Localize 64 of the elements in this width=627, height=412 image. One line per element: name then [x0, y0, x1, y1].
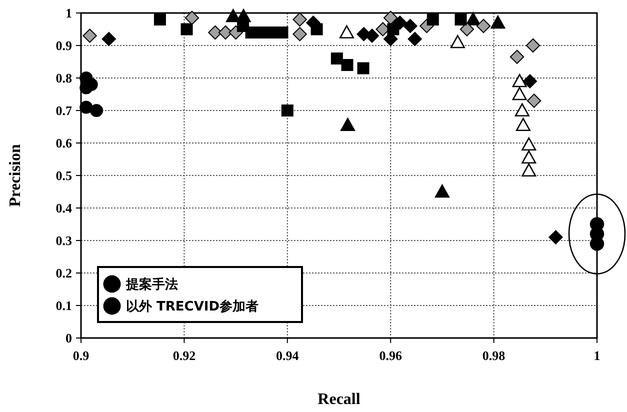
point: [434, 184, 450, 198]
y-tick-label: 0.5: [56, 168, 72, 184]
point: [454, 14, 467, 26]
x-tick-label: 0.96: [379, 348, 402, 363]
point: [292, 12, 307, 27]
point: [80, 81, 93, 94]
legend-label: 提案手法: [125, 276, 178, 293]
point: [450, 35, 465, 48]
point: [512, 87, 527, 100]
y-tick-label: 0: [66, 330, 72, 346]
y-tick-label: 1: [66, 6, 72, 21]
point: [82, 28, 97, 43]
y-tick-label: 0.1: [56, 298, 72, 314]
y-tick-label: 0.6: [56, 136, 72, 151]
point: [341, 59, 354, 71]
point: [522, 163, 536, 177]
y-tick-label: 0.9: [56, 38, 72, 54]
point: [340, 118, 356, 132]
x-axis-title: Recall: [318, 391, 361, 408]
y-tick-label: 0.7: [56, 103, 72, 118]
y-tick-label: 0.4: [56, 200, 72, 216]
point: [522, 150, 536, 164]
point: [387, 23, 400, 36]
x-tick-label: 0.98: [482, 348, 506, 363]
point: [526, 38, 540, 53]
point: [292, 27, 307, 42]
point: [310, 23, 323, 36]
point: [522, 137, 536, 151]
point: [426, 14, 439, 26]
x-tick-label: 0.94: [276, 348, 300, 363]
point: [403, 18, 418, 34]
point: [90, 104, 104, 118]
point: [180, 23, 193, 36]
point: [218, 25, 233, 40]
point: [408, 32, 422, 46]
point: [154, 14, 166, 26]
point: [476, 18, 491, 34]
point: [514, 103, 530, 116]
point: [357, 62, 370, 74]
point: [590, 236, 604, 251]
point: [384, 10, 398, 25]
point: [339, 25, 354, 38]
point: [510, 50, 524, 64]
point: [208, 25, 222, 40]
y-axis-title: Precision: [7, 144, 24, 207]
legend-label: 以外 TRECVID参加者: [126, 298, 259, 315]
x-tick-label: 0.92: [172, 348, 196, 363]
point: [80, 100, 93, 114]
point: [330, 52, 343, 64]
point: [184, 10, 200, 25]
y-tick-label: 0.3: [56, 233, 72, 248]
y-tick-label: 0.8: [56, 70, 72, 86]
point: [490, 15, 506, 29]
point: [548, 230, 563, 244]
x-tick-label: 1: [594, 348, 600, 363]
point: [526, 94, 542, 108]
point: [281, 104, 294, 116]
point: [460, 22, 474, 36]
point: [522, 74, 538, 88]
point: [102, 32, 116, 46]
point: [276, 26, 288, 38]
y-tick-label: 0.2: [56, 266, 72, 281]
point: [512, 74, 527, 88]
point: [516, 118, 530, 132]
